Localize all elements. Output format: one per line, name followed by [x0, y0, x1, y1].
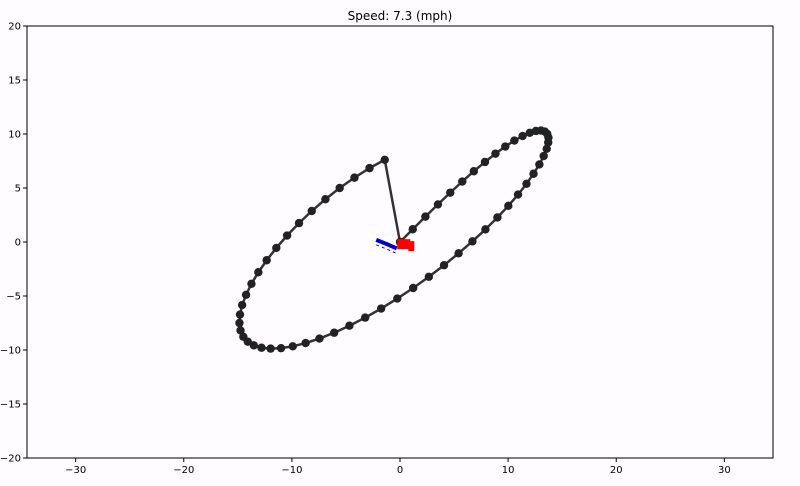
- track-point: [439, 261, 449, 270]
- track-point: [288, 342, 297, 351]
- y-axis: −20 −15 −10 −5 0 5 10 15 20: [0, 22, 27, 465]
- x-tick-label: 10: [502, 465, 515, 476]
- x-tick-label: 30: [718, 465, 731, 476]
- y-tick-label: −5: [6, 292, 21, 303]
- track-point: [345, 321, 354, 330]
- track-point: [493, 213, 502, 222]
- track-point: [315, 334, 324, 343]
- track-point: [535, 160, 544, 169]
- track-point: [294, 218, 304, 228]
- track-point: [458, 177, 467, 186]
- track-point: [329, 328, 339, 337]
- track-point: [544, 138, 553, 147]
- chart-title: Speed: 7.3 (mph): [348, 9, 453, 23]
- track-point: [433, 200, 443, 209]
- track-point: [408, 283, 418, 293]
- track-point: [501, 142, 510, 151]
- axes-frame: [26, 25, 774, 459]
- track-point: [236, 326, 245, 335]
- track-point: [350, 173, 359, 182]
- y-tick-label: 10: [8, 130, 21, 141]
- track-point: [307, 206, 316, 216]
- track-point: [380, 155, 389, 165]
- vehicle-marker: [397, 239, 411, 250]
- predicted-path-line: [375, 237, 398, 251]
- track-point: [469, 167, 479, 176]
- track-point: [446, 188, 455, 197]
- track-point: [276, 343, 286, 353]
- track-point: [257, 343, 266, 352]
- y-tick-label: 5: [15, 184, 21, 195]
- track-point: [542, 144, 551, 153]
- x-tick-label: 0: [397, 465, 403, 476]
- track-point: [235, 310, 245, 319]
- track-point: [241, 290, 251, 300]
- y-tick-label: −20: [0, 454, 21, 465]
- track-point: [408, 225, 417, 234]
- track-point: [254, 268, 263, 277]
- vehicle-marker-rear: [408, 241, 415, 252]
- x-tick-label: −20: [173, 465, 194, 476]
- track-point: [510, 136, 519, 145]
- predicted-path-boundary: [376, 244, 397, 254]
- y-tick-label: −15: [0, 400, 21, 411]
- track-point: [272, 243, 281, 253]
- track-point: [454, 249, 463, 258]
- plot-area: [235, 126, 553, 353]
- track-point: [539, 151, 548, 161]
- x-axis: −30 −20 −10 0 10 20 30: [65, 458, 731, 476]
- track-point: [468, 237, 477, 246]
- track-point: [376, 304, 386, 313]
- track-point: [513, 190, 523, 199]
- track-point: [522, 179, 531, 188]
- track-point: [421, 212, 430, 221]
- track-point: [235, 318, 244, 328]
- track-point: [480, 157, 490, 167]
- track-point: [504, 201, 513, 211]
- track-point: [335, 183, 344, 193]
- x-tick-label: −30: [65, 465, 86, 476]
- track-point: [249, 341, 259, 350]
- y-tick-label: 15: [8, 76, 21, 87]
- track-point: [529, 169, 538, 178]
- track-point: [237, 300, 247, 310]
- track-point: [266, 344, 275, 353]
- y-tick-label: −10: [0, 346, 21, 357]
- track-point: [360, 313, 370, 322]
- y-tick-label: 0: [15, 238, 21, 249]
- x-tick-label: 20: [610, 465, 623, 476]
- track-point: [518, 131, 527, 141]
- track-point: [321, 195, 330, 204]
- track-point: [365, 163, 374, 173]
- track-point: [393, 294, 402, 303]
- track-point: [262, 256, 271, 265]
- track-point: [282, 231, 292, 240]
- track-point: [247, 279, 256, 288]
- x-tick-label: −10: [281, 465, 302, 476]
- track-point: [239, 332, 248, 341]
- track-point: [301, 338, 310, 348]
- track-point: [481, 225, 490, 234]
- y-tick-label: 20: [8, 22, 21, 33]
- track-point: [491, 149, 500, 158]
- track-point: [424, 272, 434, 281]
